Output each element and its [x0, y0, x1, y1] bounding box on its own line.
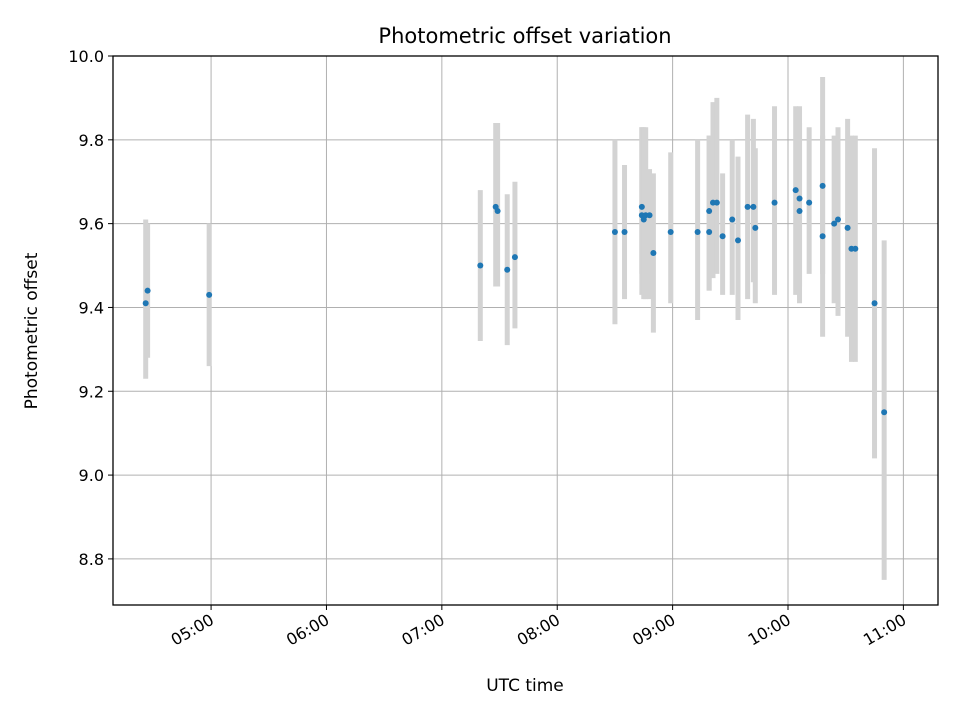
data-point — [852, 245, 859, 252]
y-tick-label: 10.0 — [68, 47, 104, 66]
data-point — [819, 182, 826, 189]
data-point — [719, 233, 726, 240]
data-point — [806, 199, 813, 206]
data-point — [621, 229, 628, 236]
data-point — [871, 300, 878, 307]
data-point — [835, 216, 841, 223]
data-point — [694, 229, 701, 236]
chart-title: Photometric offset variation — [378, 24, 671, 48]
y-tick-label: 9.8 — [79, 131, 104, 150]
y-tick-label: 9.2 — [79, 382, 104, 401]
data-point — [750, 203, 757, 210]
data-point — [729, 216, 736, 223]
x-axis-title: UTC time — [486, 676, 564, 696]
data-point — [511, 254, 518, 261]
data-point — [735, 237, 741, 244]
data-point — [706, 229, 713, 236]
data-point — [713, 199, 720, 206]
data-point — [819, 233, 826, 240]
data-point — [792, 187, 799, 194]
data-point — [744, 203, 751, 210]
data-point — [881, 409, 888, 416]
data-point — [206, 291, 213, 298]
data-point — [796, 208, 803, 215]
data-points — [142, 182, 888, 416]
plot-frame — [112, 55, 939, 606]
y-tick-label: 9.6 — [79, 215, 104, 234]
data-point — [611, 229, 618, 236]
data-point — [667, 229, 674, 236]
data-point — [844, 224, 851, 231]
y-axis-ticks: 8.8 9.0 9.2 9.4 9.6 9.8 10.0 — [68, 47, 113, 569]
data-point — [144, 287, 151, 294]
data-point — [650, 249, 657, 256]
y-tick-label: 9.4 — [79, 298, 104, 317]
y-tick-label: 8.8 — [79, 550, 104, 569]
data-point — [706, 208, 713, 215]
data-point — [142, 300, 149, 307]
data-point — [494, 208, 501, 215]
data-point — [831, 220, 838, 227]
y-tick-label: 9.0 — [79, 466, 104, 485]
data-point — [638, 203, 645, 210]
y-axis-title: Photometric offset — [22, 252, 42, 409]
data-point — [796, 195, 803, 202]
data-point — [477, 262, 484, 269]
data-point — [504, 266, 511, 273]
data-point — [646, 212, 653, 219]
data-point — [752, 224, 759, 231]
data-point — [771, 199, 778, 206]
